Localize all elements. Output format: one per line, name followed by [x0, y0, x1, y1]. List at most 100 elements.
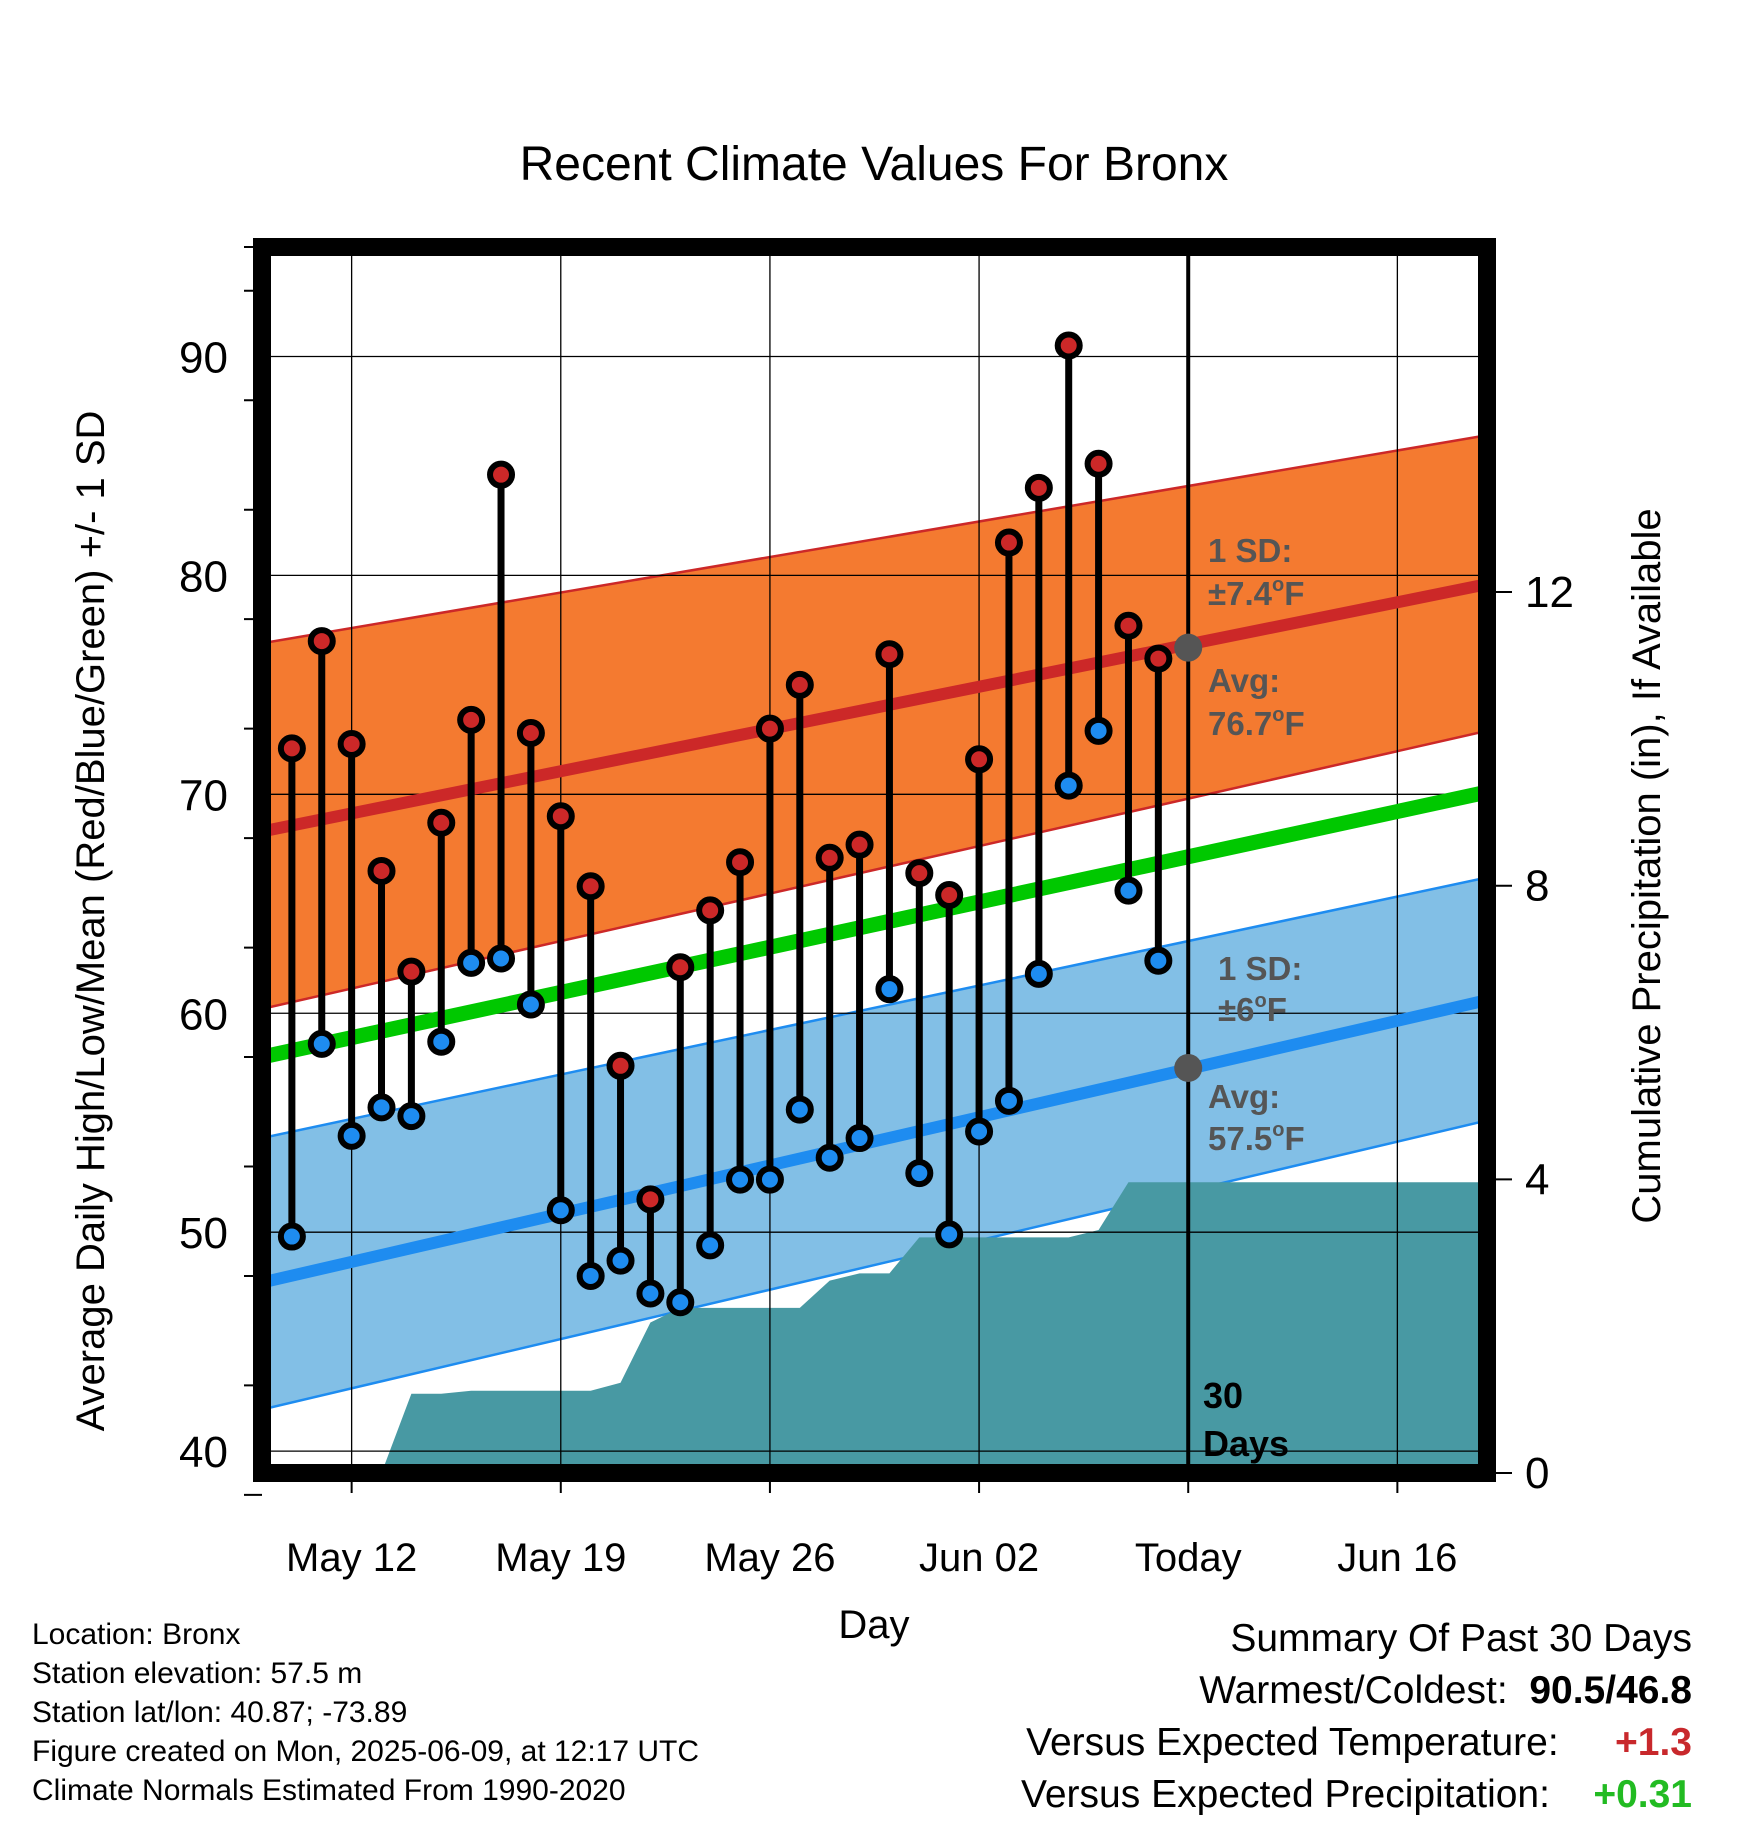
daily-high-point: [307, 627, 336, 656]
y-tick-label: 60: [179, 990, 228, 1039]
daily-low-point: [277, 1222, 306, 1251]
daily-low-point: [1024, 959, 1053, 988]
daily-high-point: [785, 670, 814, 699]
temp-anomaly-label: Versus Expected Temperature:: [1026, 1721, 1559, 1764]
daily-high-point: [606, 1051, 635, 1080]
summary-title: Summary Of Past 30 Days: [1230, 1617, 1692, 1660]
daily-high-point: [815, 843, 844, 872]
daily-high-point: [487, 460, 516, 489]
x-tick-label: Jun 16: [1337, 1536, 1457, 1580]
y2-tick-label: 8: [1525, 862, 1549, 911]
low-sd-label: 1 SD:: [1218, 950, 1302, 987]
summary-temp-row: Versus Expected Temperature: +1.3: [1021, 1717, 1692, 1769]
low-normal-line: [262, 994, 1487, 1289]
daily-low-point: [367, 1093, 396, 1122]
daily-low-point: [965, 1117, 994, 1146]
temp-anomaly-value: +1.3: [1615, 1721, 1692, 1764]
daily-high-point: [1084, 449, 1113, 478]
daily-high-point: [576, 872, 605, 901]
daily-high-point: [965, 745, 994, 774]
precip-anomaly-label: Versus Expected Precipitation:: [1021, 1773, 1550, 1816]
low-band-upper-edge: [262, 876, 1487, 1140]
daily-high-point: [845, 830, 874, 859]
daily-high-point: [277, 734, 306, 763]
daily-low-point: [457, 948, 486, 977]
daily-high-point: [1144, 644, 1173, 673]
x-tick-label: May 19: [495, 1536, 626, 1580]
daily-high-point: [726, 848, 755, 877]
daily-high-point: [457, 705, 486, 734]
high-normal-line: [262, 578, 1487, 838]
daily-low-point: [397, 1102, 426, 1131]
daily-high-point: [696, 896, 725, 925]
daily-high-point: [636, 1185, 665, 1214]
daily-high-point: [546, 802, 575, 831]
daily-low-point: [666, 1288, 695, 1317]
daily-low-point: [935, 1220, 964, 1249]
daily-low-point: [516, 990, 545, 1019]
y-axis-label: Average Daily High/Low/Mean (Red/Blue/Gr…: [69, 411, 113, 1432]
daily-low-point: [1144, 946, 1173, 975]
info-latlon: Station lat/lon: 40.87; -73.89: [32, 1696, 408, 1729]
daily-high-point: [755, 714, 784, 743]
high-avg-label: Avg:: [1208, 662, 1280, 699]
daily-low-point: [1084, 716, 1113, 745]
y-tick-label: 40: [179, 1428, 228, 1477]
x-tick-label: May 26: [704, 1536, 835, 1580]
daily-low-point: [815, 1143, 844, 1172]
daily-high-point: [1024, 473, 1053, 502]
station-info: Location: Bronx Station elevation: 57.5 …: [32, 1615, 699, 1810]
high-sd-value: ±7.4oF: [1208, 574, 1304, 612]
daily-high-point: [427, 808, 456, 837]
daily-low-point: [606, 1246, 635, 1275]
plot-frame: [253, 238, 1496, 1482]
warmest-value: 90.5: [1529, 1669, 1606, 1712]
daily-low-point: [994, 1086, 1023, 1115]
y-tick-label: 70: [179, 771, 228, 820]
y2-tick-label: 12: [1525, 568, 1574, 617]
low-avg-label: Avg:: [1208, 1078, 1280, 1115]
coldest-value: 46.8: [1616, 1669, 1692, 1712]
y-tick-label: 80: [179, 552, 228, 601]
info-normals: Climate Normals Estimated From 1990-2020: [32, 1774, 626, 1807]
high-sd-label: 1 SD:: [1208, 532, 1292, 569]
high-avg-value: 76.7oF: [1208, 704, 1305, 742]
daily-low-point: [636, 1279, 665, 1308]
y-tick-label: 90: [179, 333, 228, 382]
daily-low-point: [785, 1095, 814, 1124]
daily-high-point: [666, 953, 695, 982]
days-label-text: Days: [1203, 1423, 1289, 1464]
y2-tick-label: 4: [1525, 1155, 1549, 1204]
daily-low-point: [487, 944, 516, 973]
high-sd-band: [262, 435, 1487, 1009]
daily-high-point: [367, 856, 396, 885]
high-avg-dot: [1174, 633, 1203, 662]
mean-normal-line: [262, 784, 1487, 1065]
daily-high-point: [516, 719, 545, 748]
daily-low-point: [905, 1159, 934, 1188]
summary-precip-row: Versus Expected Precipitation: +0.31: [1021, 1769, 1692, 1821]
low-sd-value: ±6oF: [1218, 990, 1287, 1028]
daily-low-point: [726, 1165, 755, 1194]
daily-low-point: [337, 1121, 366, 1150]
high-band-upper-edge: [262, 434, 1487, 645]
daily-low-point: [755, 1165, 784, 1194]
y2-axis-label: Cumulative Precipitation (in), If Availa…: [1625, 508, 1669, 1223]
info-created: Figure created on Mon, 2025-06-09, at 12…: [32, 1735, 700, 1768]
warm-cold-label: Warmest/Coldest:: [1199, 1669, 1508, 1712]
daily-high-point: [905, 859, 934, 888]
y2-tick-label: 0: [1525, 1449, 1549, 1498]
low-avg-value: 57.5oF: [1208, 1119, 1305, 1157]
chart-title: Recent Climate Values For Bronx: [520, 138, 1229, 191]
x-tick-label: May 12: [286, 1536, 417, 1580]
low-avg-dot: [1174, 1053, 1203, 1082]
daily-low-point: [1054, 771, 1083, 800]
days-label-number: 30: [1203, 1375, 1243, 1416]
daily-low-point: [307, 1029, 336, 1058]
x-tick-label: Today: [1135, 1536, 1242, 1580]
summary-panel: Summary Of Past 30 Days Warmest/Coldest:…: [1021, 1613, 1692, 1821]
daily-low-point: [875, 975, 904, 1004]
precip-anomaly-value: +0.31: [1593, 1773, 1692, 1816]
summary-warm-cold-row: Warmest/Coldest: 90.5/46.8: [1021, 1665, 1692, 1717]
